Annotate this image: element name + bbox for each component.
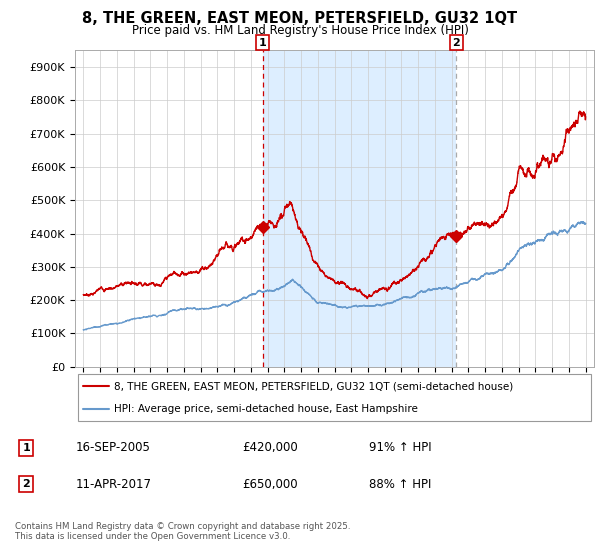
Bar: [263, 50, 457, 367]
Text: £650,000: £650,000: [242, 478, 298, 491]
Text: Contains HM Land Registry data © Crown copyright and database right 2025.
This d: Contains HM Land Registry data © Crown c…: [15, 522, 350, 542]
Text: 91% ↑ HPI: 91% ↑ HPI: [369, 441, 432, 454]
Text: Price paid vs. HM Land Registry's House Price Index (HPI): Price paid vs. HM Land Registry's House …: [131, 24, 469, 36]
FancyBboxPatch shape: [77, 374, 592, 421]
Text: £420,000: £420,000: [242, 441, 298, 454]
Text: 11-APR-2017: 11-APR-2017: [76, 478, 151, 491]
Text: 8, THE GREEN, EAST MEON, PETERSFIELD, GU32 1QT: 8, THE GREEN, EAST MEON, PETERSFIELD, GU…: [82, 11, 518, 26]
Text: 2: 2: [452, 38, 460, 48]
Text: 8, THE GREEN, EAST MEON, PETERSFIELD, GU32 1QT (semi-detached house): 8, THE GREEN, EAST MEON, PETERSFIELD, GU…: [114, 381, 513, 391]
Text: 16-SEP-2005: 16-SEP-2005: [76, 441, 150, 454]
Text: HPI: Average price, semi-detached house, East Hampshire: HPI: Average price, semi-detached house,…: [114, 404, 418, 414]
Text: 2: 2: [23, 479, 30, 489]
Text: 88% ↑ HPI: 88% ↑ HPI: [369, 478, 431, 491]
Text: 1: 1: [23, 443, 30, 453]
Text: 1: 1: [259, 38, 267, 48]
